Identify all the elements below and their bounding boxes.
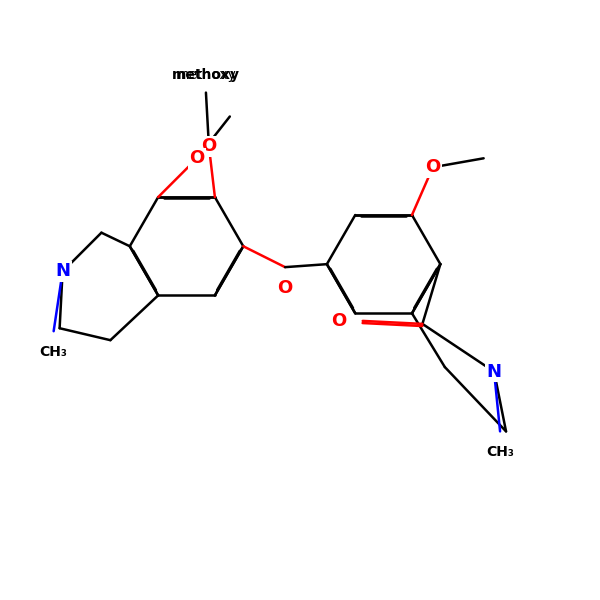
Text: CH₃: CH₃ bbox=[40, 345, 68, 359]
Text: O: O bbox=[201, 137, 217, 155]
Text: O: O bbox=[277, 279, 293, 297]
Text: CH₃: CH₃ bbox=[486, 445, 514, 459]
Text: O: O bbox=[190, 149, 205, 167]
Text: N: N bbox=[55, 262, 70, 280]
Text: O: O bbox=[331, 312, 346, 330]
Text: methoxy: methoxy bbox=[176, 68, 236, 82]
Text: N: N bbox=[487, 362, 502, 380]
Text: methoxy: methoxy bbox=[172, 68, 240, 82]
Text: O: O bbox=[201, 137, 217, 155]
Text: O: O bbox=[425, 158, 440, 176]
